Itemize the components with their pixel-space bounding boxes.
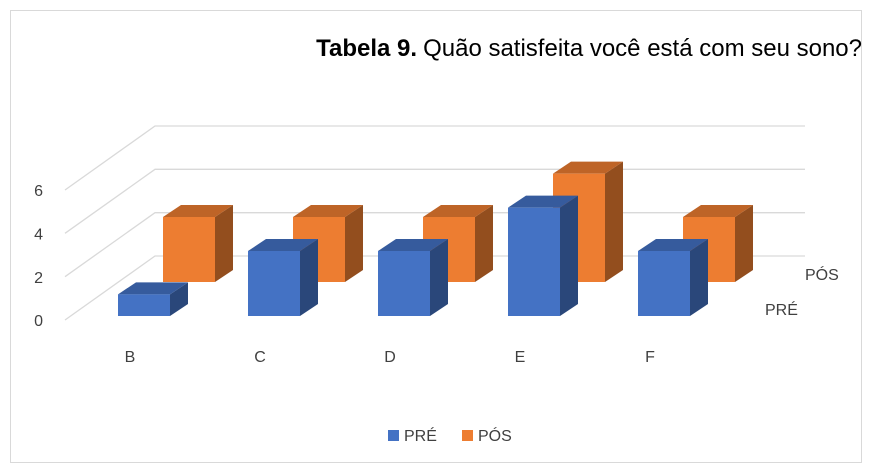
x-tick-label: D	[384, 349, 396, 366]
y-tick-label: 4	[34, 227, 43, 244]
x-tick-label: B	[125, 349, 136, 366]
depth-label: PRÉ	[765, 300, 798, 319]
grid-line	[64, 125, 805, 191]
bar-side	[560, 195, 578, 316]
bar-side	[170, 282, 188, 316]
bar	[638, 251, 690, 316]
bar-top	[683, 205, 753, 217]
bar-side	[300, 239, 318, 316]
bar-side	[690, 239, 708, 316]
bar	[508, 207, 560, 316]
bar-top	[248, 239, 318, 251]
bar-top	[293, 205, 363, 217]
x-tick-label: F	[645, 349, 655, 366]
title-text: Quão satisfeita você está com seu sono?	[423, 35, 862, 62]
y-tick-label: 6	[34, 183, 43, 200]
bar-side	[345, 205, 363, 282]
bar-side	[605, 161, 623, 282]
bar	[248, 251, 300, 316]
bar-top	[163, 205, 233, 217]
bar	[118, 294, 170, 316]
bar-top	[508, 195, 578, 208]
bar-side	[430, 239, 448, 316]
x-tick-label: E	[515, 349, 526, 366]
bar-side	[215, 205, 233, 282]
bar-top	[378, 239, 448, 251]
legend-swatch	[462, 430, 473, 441]
title-label: Tabela 9.	[316, 35, 417, 62]
legend-swatch	[388, 430, 399, 441]
legend-label: PÓS	[478, 426, 512, 445]
x-tick-label: C	[254, 349, 266, 366]
bar-top	[118, 282, 188, 295]
bar	[163, 217, 215, 282]
bar-top	[638, 239, 708, 251]
y-tick-label: 0	[34, 313, 43, 330]
y-tick-label: 2	[34, 270, 43, 287]
depth-label: PÓS	[805, 265, 839, 284]
bar-side	[735, 205, 753, 282]
legend-label: PRÉ	[404, 426, 437, 445]
bar	[378, 251, 430, 316]
bar-top	[423, 205, 493, 217]
bar-top	[553, 161, 623, 174]
bar-side	[475, 205, 493, 282]
chart-title: Tabela 9. Quão satisfeita você está com s…	[316, 35, 862, 62]
